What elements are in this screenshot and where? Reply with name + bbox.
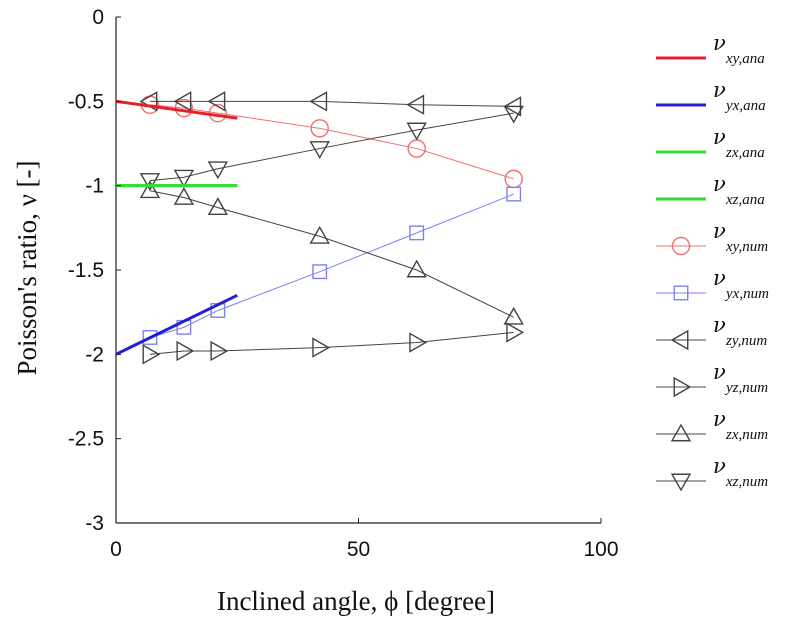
legend-label: zx,ana <box>725 145 765 161</box>
legend-entry-yx-ana: νyx,ana <box>656 78 766 114</box>
series-yx-num <box>142 186 522 345</box>
legend-entry-zy-num: νzy,num <box>656 313 767 351</box>
data-point <box>409 225 425 241</box>
legend-entry-zx-ana: νzx,ana <box>656 125 765 161</box>
series-line <box>149 100 514 107</box>
legend-label: yx,ana <box>724 98 766 114</box>
legend-marker <box>673 376 692 398</box>
data-point <box>207 91 226 112</box>
x-axis-title: Inclined angle, ϕ [degree] <box>217 586 495 616</box>
legend-entry-xy-ana: νxy,ana <box>656 31 765 67</box>
y-tick-label: -0.5 <box>68 90 104 113</box>
legend-marker <box>673 285 689 301</box>
y-tick-label: -2.5 <box>68 428 104 451</box>
data-point <box>207 161 229 180</box>
data-point <box>173 187 195 205</box>
series-line <box>149 104 514 180</box>
legend-label: xy,ana <box>725 51 765 67</box>
legend-entry-xy-num: νxy,num <box>656 219 768 256</box>
data-point <box>139 173 161 192</box>
legend-label: zx,num <box>725 427 768 443</box>
y-tick-label: -1.5 <box>68 259 104 282</box>
legend-symbol: ν <box>713 407 726 431</box>
data-point <box>210 340 229 362</box>
legend-label: xz,num <box>725 474 768 490</box>
legend-symbol: ν <box>713 313 726 337</box>
x-tick-label: 50 <box>347 538 370 561</box>
legend-entry-xz-ana: νxz,ana <box>656 172 765 208</box>
legend-symbol: ν <box>713 172 726 196</box>
data-point <box>207 197 229 216</box>
legend-entry-zx-num: νzx,num <box>656 407 768 443</box>
legend-symbol: ν <box>713 454 726 478</box>
data-point <box>173 169 195 188</box>
y-tick-label: 0 <box>92 6 104 29</box>
data-point <box>409 332 428 353</box>
legend-symbol: ν <box>713 360 726 384</box>
data-point <box>173 91 192 112</box>
legend: νxy,anaνyx,anaνzx,anaνxz,anaνxy,numνyx,n… <box>656 31 769 492</box>
legend-label: xz,ana <box>725 192 765 208</box>
data-point <box>139 180 161 199</box>
legend-symbol: ν <box>713 219 726 243</box>
data-point <box>506 322 525 343</box>
y-tick-label: -2 <box>85 343 104 366</box>
legend-marker <box>670 473 692 492</box>
series-line <box>149 193 514 338</box>
legend-label: yx,num <box>724 286 769 302</box>
data-point <box>309 141 330 159</box>
series-yz-num <box>142 322 525 365</box>
legend-symbol: ν <box>713 78 726 102</box>
series-zy-num <box>139 91 522 117</box>
legend-label: zy,num <box>725 333 767 349</box>
data-point <box>406 94 425 115</box>
y-tick-label: -3 <box>85 512 104 535</box>
series-line <box>115 293 238 356</box>
x-tick-label: 0 <box>110 538 122 561</box>
legend-marker <box>670 423 692 442</box>
legend-symbol: ν <box>713 125 726 149</box>
data-point <box>176 340 195 362</box>
data-point <box>506 186 522 202</box>
series-xy-ana <box>115 99 238 120</box>
data-point <box>503 306 524 325</box>
legend-entry-yx-num: νyx,num <box>656 266 769 302</box>
data-point <box>503 105 524 124</box>
series-xz-num <box>139 105 524 192</box>
series-layer <box>115 91 525 365</box>
data-point <box>142 330 158 345</box>
legend-entry-yz-num: νyz,num <box>656 360 768 398</box>
legend-symbol: ν <box>713 31 726 55</box>
data-point <box>406 259 427 278</box>
legend-marker <box>670 329 689 351</box>
legend-label: yz,num <box>724 380 768 396</box>
y-tick-label: -1 <box>85 175 104 198</box>
data-point <box>312 337 331 358</box>
legend-symbol: ν <box>713 266 726 290</box>
series-line <box>149 190 514 318</box>
series-yx-ana <box>115 293 238 356</box>
series-line <box>149 112 514 182</box>
series-line <box>115 99 238 120</box>
data-point <box>309 225 330 244</box>
data-point <box>142 344 161 365</box>
y-axis-title: Poisson's ratio, ν [-] <box>12 160 42 375</box>
data-point <box>309 91 328 112</box>
ticks: 0 50 100 0 -0.5 -1 -1.5 -2 -2.5 -3 <box>68 6 619 561</box>
legend-marker <box>671 236 691 256</box>
legend-entry-xz-num: νxz,num <box>656 454 768 492</box>
series-zx-num <box>139 180 524 325</box>
legend-label: xy,num <box>725 239 768 255</box>
x-tick-label: 100 <box>583 538 618 561</box>
data-point <box>406 122 427 141</box>
data-point <box>310 119 329 138</box>
series-line <box>149 331 514 355</box>
data-point <box>312 264 328 280</box>
